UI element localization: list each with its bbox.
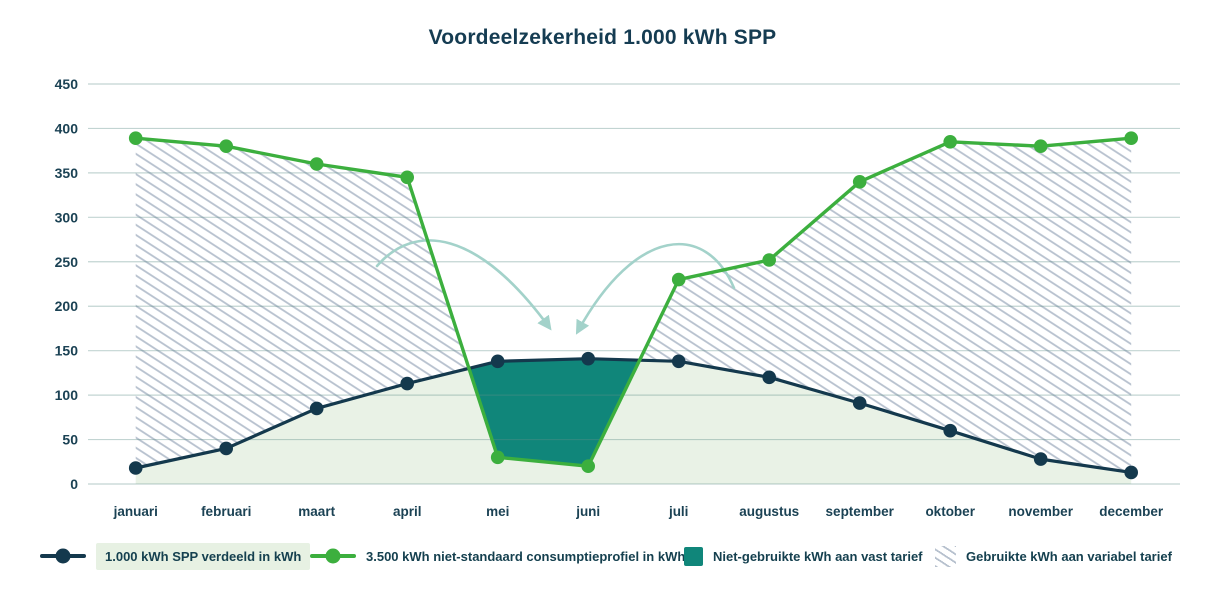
variabel-tarief-hatch-area — [639, 138, 1132, 473]
profiel-series-point-december — [1124, 131, 1138, 146]
navy-line-dot-icon — [40, 548, 86, 564]
spp-series-point-augustus — [762, 370, 776, 385]
profiel-series-point-februari — [219, 139, 233, 154]
legend-label-variabel-tarief: Gebruikte kWh aan variabel tarief — [966, 548, 1172, 564]
x-axis-label-november: november — [1008, 504, 1073, 519]
y-axis-label: 50 — [62, 432, 78, 448]
profiel-series — [128, 131, 1138, 474]
x-axis-label-mei: mei — [486, 504, 509, 519]
chart-title: Voordeelzekerheid 1.000 kWh SPP — [428, 26, 777, 49]
line-chart-svg: 0 50 100 150 200 250 300 350 400 450 januari februa… — [55, 76, 1180, 519]
y-axis-label: 450 — [55, 76, 79, 92]
spp-series-point-juli — [671, 354, 686, 369]
y-axis-label: 150 — [55, 343, 79, 359]
green-dot-icon — [325, 548, 341, 564]
spp-series-point-februari — [219, 441, 233, 456]
spp-series-point-maart — [309, 401, 324, 416]
spp-series-point-september — [852, 396, 867, 410]
x-axis-label-september: september — [826, 504, 895, 519]
vast-tarief-teal-area — [468, 358, 640, 467]
x-axis-label-december: december — [1099, 504, 1164, 519]
spp-series-point-december — [1124, 465, 1138, 480]
x-axis-label-oktober: oktober — [925, 504, 975, 519]
x-axis-label-februari: februari — [201, 504, 251, 519]
spp-series — [128, 351, 1138, 480]
variabel-tarief-hatch-area — [135, 138, 469, 468]
y-axis-label: 100 — [55, 387, 79, 403]
green-line-dot-icon — [310, 548, 356, 564]
legend-item-profiel: 3.500 kWh niet-standaard consumptieprofi… — [310, 541, 685, 571]
profiel-series-point-augustus — [762, 253, 776, 267]
profiel-series-point-oktober — [943, 134, 957, 149]
left-curved-arrow — [375, 239, 552, 331]
y-axis-label: 400 — [55, 120, 79, 136]
x-axis-label-maart: maart — [298, 504, 335, 519]
profiel-series-point-juni — [581, 459, 595, 474]
x-axis-label-januari: januari — [113, 504, 158, 519]
profiel-series-point-januari — [128, 131, 143, 146]
legend-label-vast-tarief: Niet-gebruikte kWh aan vast tarief — [713, 548, 923, 564]
y-axis-label: 300 — [55, 209, 79, 225]
x-axis-label-april: april — [393, 504, 422, 519]
profiel-series-point-april — [400, 170, 415, 185]
x-axis: januari februari maart april mei juni juli augu… — [113, 504, 1164, 519]
spp-series-point-november — [1033, 452, 1048, 466]
x-axis-label-juli: juli — [668, 504, 689, 519]
navy-dot-icon — [55, 548, 71, 564]
y-axis-label: 350 — [55, 165, 79, 181]
spp-series-point-januari — [128, 461, 143, 475]
legend: 1.000 kWh SPP verdeeld in kWh 3.500 kWh … — [0, 541, 1205, 575]
x-axis-label-juni: juni — [575, 504, 600, 519]
teal-area-icon — [684, 546, 703, 566]
legend-item-spp: 1.000 kWh SPP verdeeld in kWh — [40, 541, 311, 571]
legend-item-vast-tarief: Niet-gebruikte kWh aan vast tarief — [684, 541, 923, 571]
y-axis-label: 200 — [55, 298, 79, 314]
spp-series-point-april — [400, 376, 415, 391]
annotation-arrows — [375, 239, 736, 335]
spp-series-point-oktober — [943, 423, 957, 438]
legend-label-spp: 1.000 kWh SPP verdeeld in kWh — [96, 542, 311, 570]
profiel-series-point-juli — [671, 272, 686, 287]
y-axis-label: 0 — [70, 476, 78, 492]
profiel-series-point-september — [852, 174, 867, 189]
profiel-series-point-november — [1033, 139, 1048, 154]
spp-series-point-mei — [490, 354, 505, 369]
y-axis-label: 250 — [55, 254, 79, 270]
hatch-area-icon — [935, 545, 956, 567]
y-axis: 0 50 100 150 200 250 300 350 400 450 — [55, 76, 79, 492]
profiel-series-point-mei — [490, 450, 505, 465]
spp-series-point-juni — [581, 351, 595, 366]
profiel-series-point-maart — [309, 157, 324, 171]
x-axis-label-augustus: augustus — [739, 504, 799, 519]
legend-label-profiel: 3.500 kWh niet-standaard consumptieprofi… — [366, 548, 686, 564]
right-curved-arrow — [575, 242, 736, 335]
legend-item-variabel-tarief: Gebruikte kWh aan variabel tarief — [935, 541, 1172, 571]
